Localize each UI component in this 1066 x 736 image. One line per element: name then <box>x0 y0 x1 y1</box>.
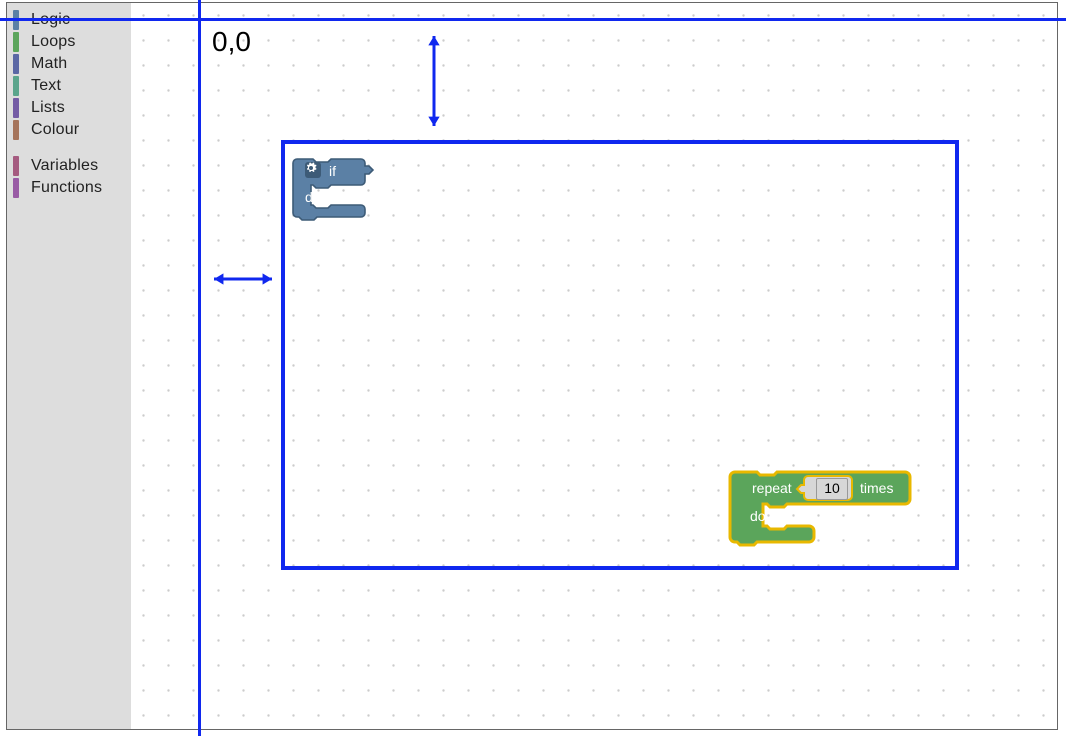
toolbox-item-label: Text <box>31 77 61 95</box>
toolbox-item-functions[interactable]: Functions <box>7 177 131 199</box>
toolbox-swatch <box>13 54 19 74</box>
toolbox-item-text[interactable]: Text <box>7 75 131 97</box>
toolbox-item-logic[interactable]: Logic <box>7 9 131 31</box>
block-repeat-number-input[interactable]: 10 <box>816 478 848 500</box>
block-do-label: do <box>750 508 766 524</box>
block-repeat-label: repeat <box>752 480 792 496</box>
toolbox-item-label: Variables <box>31 157 98 175</box>
toolbox-item-lists[interactable]: Lists <box>7 97 131 119</box>
toolbox-swatch <box>13 98 19 118</box>
workspace-canvas[interactable]: if do repeat 10 times do <box>131 3 1057 729</box>
workspace-grid-dots <box>131 3 1057 729</box>
toolbox-item-label: Math <box>31 55 67 73</box>
app-frame: Logic Loops Math Text Lists Colour Varia… <box>6 2 1058 730</box>
block-do-label: do <box>305 189 321 205</box>
block-if-label: if <box>329 163 336 179</box>
toolbox-item-loops[interactable]: Loops <box>7 31 131 53</box>
toolbox-item-variables[interactable]: Variables <box>7 155 131 177</box>
toolbox-swatch <box>13 10 19 30</box>
toolbox-swatch <box>13 156 19 176</box>
toolbox-separator <box>7 141 131 155</box>
toolbox-swatch <box>13 178 19 198</box>
toolbox-swatch <box>13 32 19 52</box>
block-times-label: times <box>860 480 893 496</box>
toolbox-swatch <box>13 76 19 96</box>
toolbox-item-label: Lists <box>31 99 65 117</box>
toolbox-item-label: Loops <box>31 33 76 51</box>
toolbox-item-label: Functions <box>31 179 102 197</box>
toolbox-item-math[interactable]: Math <box>7 53 131 75</box>
toolbox-sidebar: Logic Loops Math Text Lists Colour Varia… <box>7 3 131 729</box>
toolbox-swatch <box>13 120 19 140</box>
toolbox-item-colour[interactable]: Colour <box>7 119 131 141</box>
toolbox-item-label: Logic <box>31 11 70 29</box>
gear-icon[interactable] <box>305 162 321 178</box>
toolbox-item-label: Colour <box>31 121 79 139</box>
